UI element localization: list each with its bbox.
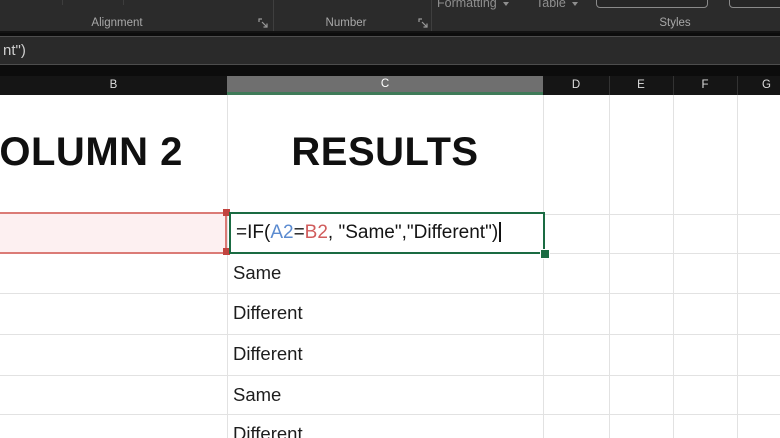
header-divider	[673, 76, 674, 95]
gridline	[543, 95, 544, 438]
group-separator	[431, 0, 432, 31]
format-as-table-label: Table	[536, 0, 566, 10]
cell-style-gallery-item[interactable]	[596, 0, 708, 8]
cell-c1-title[interactable]: RESULTS	[291, 130, 479, 174]
chevron-down-icon	[571, 1, 578, 6]
gridline	[0, 334, 780, 335]
formula-part: , "Same","Different")	[327, 222, 499, 243]
styles-group-label: Styles	[659, 17, 691, 29]
gridline	[0, 375, 780, 376]
ribbon-control-divider	[62, 0, 63, 5]
format-as-table-button[interactable]: Table	[536, 0, 578, 11]
dialog-launcher-icon[interactable]	[258, 16, 269, 28]
group-separator	[273, 0, 274, 31]
cell-c4[interactable]: Different	[233, 302, 303, 323]
cell-c2-active[interactable]: =IF(A2=B2, "Same","Different")	[229, 212, 545, 254]
ribbon-control-divider	[123, 0, 124, 5]
range-corner-handle[interactable]	[223, 248, 230, 255]
formula-ref-a2: A2	[270, 222, 294, 243]
gridline	[673, 95, 674, 438]
column-header-b[interactable]: B	[0, 76, 227, 95]
number-group-label: Number	[325, 17, 367, 29]
conditional-formatting-button[interactable]: Formatting	[437, 0, 509, 11]
column-header-d[interactable]: D	[543, 76, 609, 95]
column-header-e[interactable]: E	[609, 76, 673, 95]
header-divider	[609, 76, 610, 95]
cell-c6[interactable]: Same	[233, 384, 282, 405]
spreadsheet-grid: COLUMN 2 RESULTS =IF(A2=B2, "Same","Diff…	[0, 95, 780, 438]
ribbon: Formatting Table Alignment Number Styles	[0, 0, 780, 33]
chevron-down-icon	[502, 1, 509, 6]
cell-b1-title[interactable]: COLUMN 2	[0, 130, 183, 174]
formula-part: =	[293, 222, 305, 243]
text-cursor	[499, 222, 502, 242]
cell-b2-range-highlight[interactable]	[0, 212, 227, 254]
formula-ref-b2: B2	[304, 222, 328, 243]
column-header-g[interactable]: G	[737, 76, 780, 95]
gridline	[0, 293, 780, 294]
dialog-launcher-icon[interactable]	[418, 16, 429, 28]
formula-bar-input[interactable]: nt")	[0, 36, 780, 65]
column-header-row: B C D E F G	[0, 68, 780, 95]
range-corner-handle[interactable]	[223, 209, 230, 216]
fill-handle[interactable]	[540, 249, 550, 259]
gridline	[227, 95, 228, 438]
cell-style-gallery-item[interactable]	[729, 0, 780, 8]
header-divider	[737, 76, 738, 95]
formula-part: =IF(	[236, 222, 271, 243]
gridline	[609, 95, 610, 438]
formula-bar-text: nt")	[3, 42, 26, 59]
cell-c7[interactable]: Different	[233, 423, 303, 438]
gridline	[737, 95, 738, 438]
cell-c2-formula: =IF(A2=B2, "Same","Different")	[236, 214, 502, 252]
alignment-group-label: Alignment	[91, 17, 143, 29]
formula-bar-area: nt")	[0, 33, 780, 68]
column-header-f[interactable]: F	[673, 76, 737, 95]
conditional-formatting-label: Formatting	[437, 0, 497, 10]
cell-c3[interactable]: Same	[233, 262, 282, 283]
gridline	[0, 414, 780, 415]
column-header-c[interactable]: C	[227, 76, 543, 95]
cell-c5[interactable]: Different	[233, 343, 303, 364]
